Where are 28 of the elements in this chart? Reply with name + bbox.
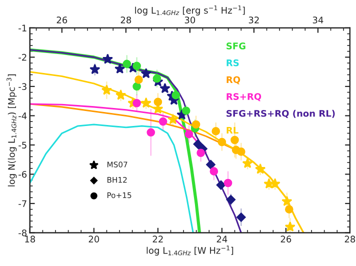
x-axis-title: log L$_{1.4GHz}$ [W Hz$^{−1}$]: [146, 246, 234, 256]
text: SFG: [226, 42, 246, 50]
x2-axis-title: log L$_{1.4GHz}$ [erg s$^{−1}$ Hz$^{−1}$]: [135, 6, 245, 16]
x-tick-label: 24: [216, 236, 228, 242]
y-tick-label: -6: [18, 170, 27, 178]
y-tick-label: -7: [18, 200, 26, 207]
text: RS+RQ: [226, 93, 262, 102]
series-label: RL: [226, 126, 238, 134]
y-axis-title: log N(log L$_{1.4GHz}$) [Mpc$^{−3}$]: [6, 74, 17, 186]
text: RS: [226, 59, 239, 66]
x-tick-label: 22: [152, 236, 163, 242]
x2-tick-label: 28: [120, 16, 132, 24]
y-tick-label: -5: [18, 142, 26, 149]
x-tick-label: 20: [88, 236, 100, 243]
x-tick-label: 28: [344, 236, 356, 243]
x-tick-label: 18: [25, 236, 36, 243]
x-tick-label: 26: [280, 236, 292, 243]
y-tick-label: -1: [18, 24, 26, 32]
y-tick-label: -4: [18, 112, 27, 120]
x2-tick-label: 26: [56, 16, 68, 24]
y-tick-label: -3: [18, 83, 26, 90]
y-tick-label: -2: [18, 54, 26, 61]
x2-tick-label: 32: [248, 16, 259, 24]
x2-tick-label: 34: [312, 16, 324, 24]
text: RQ: [226, 76, 240, 84]
y-tick-label: -8: [18, 229, 27, 236]
text: SFG+RS+RQ (non RL): [226, 110, 335, 118]
x2-tick-label: 30: [184, 16, 196, 24]
